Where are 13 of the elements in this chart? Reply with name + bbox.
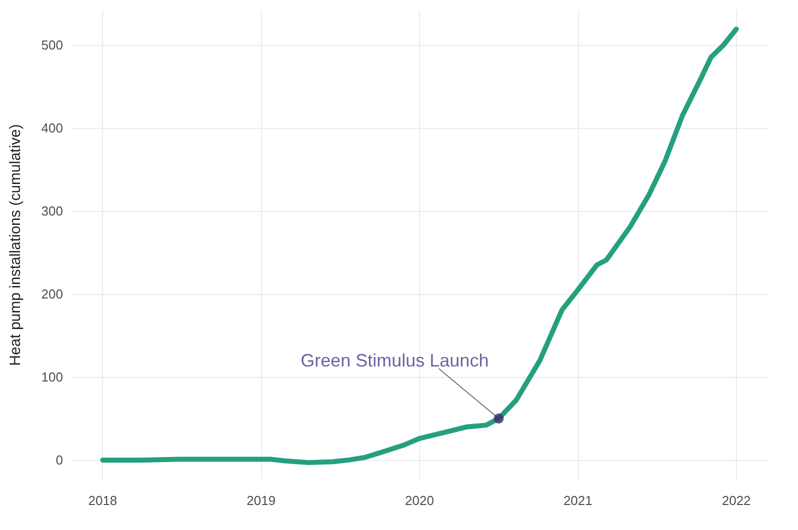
y-tick-label: 300 <box>41 203 63 218</box>
y-tick-label: 400 <box>41 120 63 136</box>
x-tick-label: 2019 <box>246 493 276 508</box>
y-tick-label: 0 <box>56 452 63 468</box>
annotation: Green Stimulus Launch <box>300 350 489 371</box>
x-tick-label: 2021 <box>563 493 592 508</box>
x-tick-label: 2020 <box>405 493 434 508</box>
x-tick-label: 2018 <box>88 493 118 508</box>
y-axis-title: Heat pump installations (cumulative) <box>7 124 24 366</box>
y-tick-label: 200 <box>41 286 63 302</box>
x-tick-label: 2022 <box>722 493 751 508</box>
y-tick-label: 100 <box>41 370 63 385</box>
y-tick-label: 500 <box>41 37 63 52</box>
